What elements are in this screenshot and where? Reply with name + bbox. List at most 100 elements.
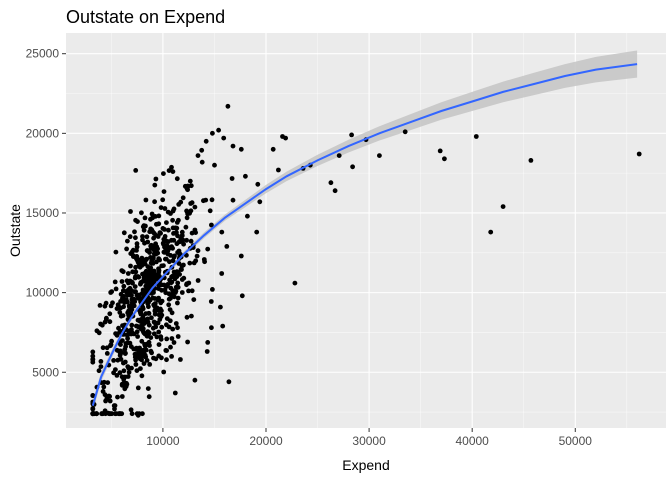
- data-point: [179, 290, 185, 295]
- data-point: [169, 336, 175, 341]
- data-point: [145, 239, 151, 245]
- data-point: [158, 205, 164, 211]
- data-point: [118, 313, 124, 319]
- data-point: [182, 183, 188, 189]
- x-tick-label: 10000: [146, 434, 180, 448]
- data-point: [181, 241, 187, 247]
- data-point: [145, 329, 151, 334]
- data-point: [208, 299, 214, 304]
- data-point: [193, 230, 199, 236]
- x-tick-label: 30000: [352, 434, 386, 448]
- data-point: [134, 241, 140, 247]
- data-point: [184, 281, 190, 287]
- data-point: [114, 332, 120, 338]
- data-point: [122, 359, 128, 365]
- data-point: [170, 208, 176, 214]
- data-point: [129, 280, 135, 285]
- data-point: [164, 357, 169, 363]
- data-point: [181, 275, 187, 281]
- data-point: [245, 213, 250, 219]
- data-point: [166, 291, 172, 297]
- data-point: [138, 366, 143, 371]
- data-point: [169, 354, 175, 359]
- data-point: [175, 300, 180, 306]
- data-point: [210, 130, 215, 136]
- data-point: [150, 215, 156, 221]
- y-tick-label: 25000: [26, 47, 60, 61]
- data-point: [205, 246, 211, 252]
- data-point: [199, 159, 205, 165]
- data-point: [209, 325, 214, 331]
- data-point: [199, 147, 205, 153]
- data-point: [135, 295, 141, 301]
- x-tick-label: 40000: [455, 434, 489, 448]
- data-point: [129, 292, 134, 298]
- data-point: [146, 300, 151, 305]
- data-point: [152, 308, 158, 314]
- data-point: [115, 302, 121, 308]
- data-point: [126, 286, 132, 292]
- data-point: [131, 303, 137, 309]
- data-point: [216, 127, 222, 133]
- data-point: [90, 349, 96, 355]
- data-point: [175, 325, 180, 331]
- data-point: [123, 344, 128, 349]
- data-point: [156, 268, 162, 273]
- data-point: [152, 182, 158, 188]
- chart-title: Outstate on Expend: [66, 7, 225, 27]
- data-point: [112, 279, 118, 285]
- data-point: [123, 350, 128, 356]
- data-point: [112, 411, 118, 417]
- data-point: [114, 306, 120, 311]
- data-point: [175, 295, 181, 301]
- data-point: [125, 271, 131, 276]
- data-point: [176, 202, 182, 207]
- data-point: [350, 164, 355, 170]
- data-point: [101, 379, 107, 385]
- data-point: [151, 355, 156, 361]
- data-point: [161, 282, 167, 288]
- data-point: [102, 319, 108, 325]
- data-point: [117, 310, 123, 315]
- data-point: [122, 374, 128, 380]
- data-point: [210, 287, 215, 292]
- data-point: [164, 336, 170, 342]
- data-point: [152, 301, 158, 306]
- y-tick-label: 5000: [32, 365, 59, 379]
- data-point: [100, 345, 106, 351]
- data-point: [149, 315, 154, 321]
- data-point: [114, 373, 120, 378]
- data-point: [203, 197, 209, 203]
- data-point: [125, 332, 130, 338]
- data-point: [134, 368, 140, 373]
- data-point: [139, 353, 144, 359]
- data-point: [99, 411, 105, 417]
- data-point: [119, 268, 125, 273]
- data-point: [205, 340, 211, 345]
- data-point: [188, 238, 194, 244]
- data-point: [127, 304, 132, 310]
- data-point: [488, 229, 494, 235]
- data-point: [150, 289, 156, 295]
- data-point: [254, 229, 260, 235]
- data-point: [168, 344, 173, 350]
- data-point: [140, 237, 145, 243]
- data-point: [94, 411, 99, 417]
- data-point: [153, 324, 159, 330]
- data-point: [224, 244, 230, 249]
- data-point: [143, 311, 149, 316]
- data-point: [179, 229, 185, 235]
- data-point: [121, 283, 127, 289]
- data-point: [156, 213, 162, 219]
- data-point: [129, 327, 134, 332]
- data-point: [185, 339, 191, 345]
- data-point: [180, 237, 186, 243]
- data-point: [138, 311, 144, 317]
- data-point: [473, 134, 479, 139]
- data-point: [202, 259, 208, 265]
- data-point: [143, 197, 149, 203]
- data-point: [144, 333, 150, 339]
- data-point: [133, 269, 139, 275]
- smooth-fit-line: [91, 63, 638, 406]
- x-tick-label: 50000: [559, 434, 593, 448]
